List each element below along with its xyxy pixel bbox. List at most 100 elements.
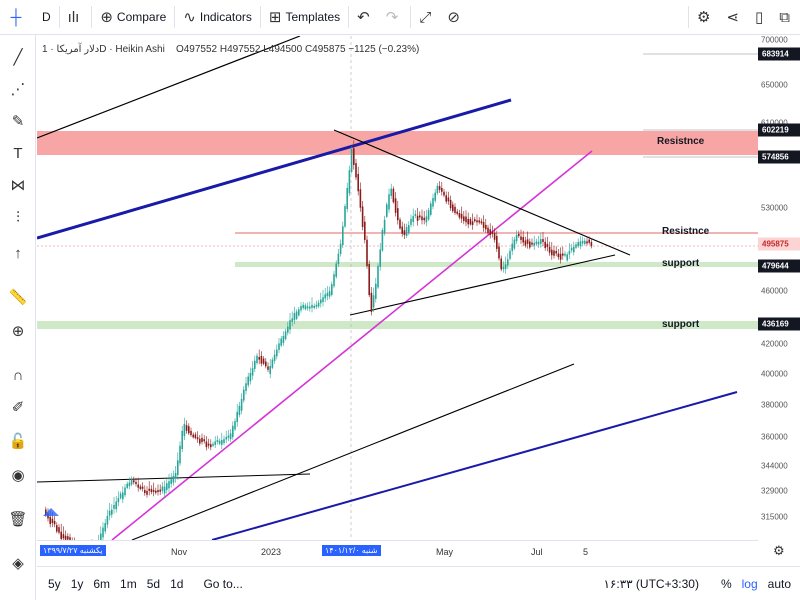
candle-body: [520, 236, 522, 240]
candle-body: [150, 488, 153, 493]
candle-body: [513, 239, 516, 249]
trendline-tool-icon[interactable]: ╱: [13, 49, 23, 66]
price-tag: 574856: [758, 150, 800, 164]
magnet-icon[interactable]: ∩: [12, 366, 24, 384]
candle-body: [320, 299, 322, 304]
goto-button[interactable]: Go to...: [203, 576, 243, 591]
candle-body: [465, 216, 467, 223]
range-1m[interactable]: 1m: [120, 576, 137, 591]
candle-body: [225, 437, 227, 440]
text-tool-icon[interactable]: T: [13, 144, 23, 162]
candle-body: [306, 306, 309, 309]
trash-icon[interactable]: 🗑: [8, 511, 28, 528]
candle-body: [254, 360, 256, 369]
range-6m[interactable]: 6m: [93, 576, 111, 591]
pencil-lock-icon[interactable]: ✐: [11, 399, 25, 416]
crosshair-icon[interactable]: ┼: [10, 8, 22, 26]
interval-button[interactable]: ılı: [62, 0, 90, 35]
eye-icon[interactable]: ◉: [11, 467, 25, 484]
candle-body: [111, 509, 113, 515]
fullscreen-button[interactable]: ⤢: [413, 0, 441, 35]
range-5y[interactable]: 5y: [48, 576, 61, 591]
price-tag: 683914: [758, 47, 800, 61]
candle-body: [471, 221, 474, 226]
candle-body: [124, 487, 126, 496]
candle-body: [311, 304, 313, 308]
candle-body: [170, 479, 172, 484]
indicators-button[interactable]: ∿ Indicators: [177, 0, 258, 35]
candle-body: [139, 486, 142, 489]
candle-body: [427, 210, 430, 220]
candle-body: [205, 441, 208, 448]
ruler-icon[interactable]: 📏: [8, 289, 28, 306]
time-tick: 5: [583, 547, 589, 557]
triangle-upper-line: [333, 129, 631, 256]
candle-body: [282, 335, 285, 344]
candle-body: [115, 501, 117, 510]
candle-body: [172, 475, 175, 483]
range-1y[interactable]: 1y: [70, 576, 84, 591]
candle-body: [566, 254, 568, 261]
candle-body: [403, 230, 406, 236]
candle-body: [166, 483, 168, 491]
layers-icon[interactable]: ◈: [12, 555, 24, 572]
candle-body: [542, 239, 544, 242]
lock-icon[interactable]: 🔓: [8, 433, 28, 450]
symbol-button[interactable]: D: [36, 0, 57, 35]
price-chart[interactable]: [37, 36, 758, 540]
candle-body: [234, 421, 236, 430]
percent-toggle[interactable]: %: [720, 576, 732, 591]
candle-body: [487, 227, 489, 234]
compare-button[interactable]: ⊕ Compare: [94, 0, 172, 35]
brush-tool-icon[interactable]: ✎: [11, 113, 25, 130]
candle-body: [192, 434, 194, 438]
candle-body: [106, 515, 109, 525]
candle-body: [379, 249, 381, 267]
arrow-up-icon[interactable]: ↑: [14, 244, 22, 262]
share-button[interactable]: ⋖: [720, 0, 749, 35]
candle-body: [344, 206, 346, 227]
candle-body: [326, 292, 329, 297]
legend-line: دلار آمریکا · 1D · Heikin Ashi O497552 H…: [42, 44, 420, 55]
hide-drawings-button[interactable]: ⊘: [441, 0, 470, 35]
zoom-in-icon[interactable]: ⊕: [11, 323, 25, 340]
prediction-tool-icon[interactable]: ⫶: [16, 208, 20, 226]
log-toggle[interactable]: log: [741, 576, 758, 591]
price-tick: 329000: [761, 486, 788, 496]
clock-timezone[interactable]: ۱۶:۳۳ (UTC+3:30): [603, 576, 699, 591]
candle-body: [339, 243, 342, 254]
candle-body: [177, 460, 179, 476]
price-tick: 610000: [758, 119, 800, 128]
candle-body: [108, 510, 111, 516]
templates-button[interactable]: ⊞ Templates: [263, 0, 346, 35]
axis-settings-icon[interactable]: ⚙: [773, 543, 785, 558]
pattern-tool-icon[interactable]: ⋈: [10, 177, 26, 194]
undo-button[interactable]: ↶: [351, 0, 380, 35]
candle-body: [460, 213, 463, 219]
chart-pane[interactable]: دلار آمریکا · 1D · Heikin Ashi O497552 H…: [37, 36, 758, 540]
snapshot-button[interactable]: ▯: [749, 0, 773, 35]
range-1d[interactable]: 1d: [170, 576, 184, 591]
settings-button[interactable]: ⚙: [691, 0, 720, 35]
price-axis[interactable]: 700000 650000 610000 530000 460000 42000…: [758, 36, 800, 540]
candle-body: [579, 241, 582, 247]
candle-body: [267, 366, 269, 370]
fib-tool-icon[interactable]: ⋰: [10, 81, 26, 98]
time-axis[interactable]: ۱۳۹۹/۷/۲۷ یکشنبه Nov 2023 شنبه ۱۴۰۱/۱۲/۰…: [37, 540, 785, 566]
support-label-upper: support: [662, 258, 700, 269]
popup-button[interactable]: ⧉: [773, 0, 800, 35]
candle-body: [502, 266, 505, 270]
candle-body: [474, 219, 476, 222]
candle-body: [227, 435, 230, 438]
redo-button[interactable]: ↷: [380, 0, 409, 35]
time-tick: Jul: [531, 547, 543, 557]
compare-label: Compare: [116, 10, 167, 24]
candle-body: [130, 479, 133, 485]
legend-symbol[interactable]: دلار آمریکا: [56, 44, 100, 55]
legend-interval: 1D: [42, 44, 107, 55]
auto-toggle[interactable]: auto: [767, 576, 791, 591]
candle-body: [273, 354, 276, 361]
candle-body: [584, 240, 586, 244]
candle-body: [447, 197, 450, 202]
range-5d[interactable]: 5d: [146, 576, 161, 591]
